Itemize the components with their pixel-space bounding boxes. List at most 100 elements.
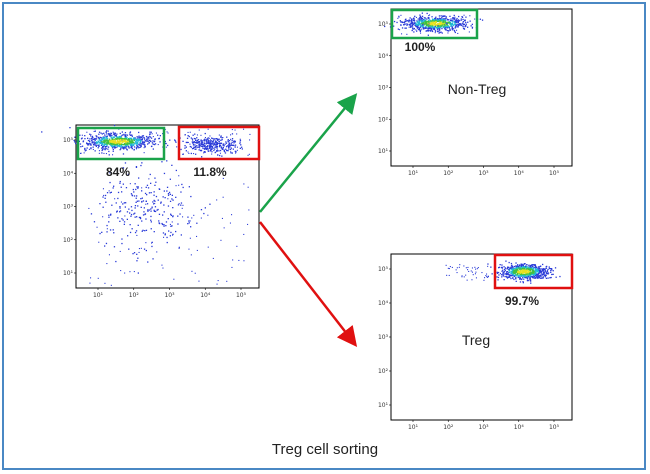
event-dot (239, 143, 241, 145)
event-dot (111, 147, 114, 149)
event-dot (459, 264, 461, 266)
event-dot (541, 268, 543, 270)
event-dot (417, 22, 420, 24)
event-dot (232, 148, 234, 150)
event-dot (455, 269, 457, 271)
event-dot (119, 149, 121, 151)
event-dot (397, 28, 399, 30)
event-dot (159, 135, 161, 137)
event-dot (507, 268, 509, 270)
event-dot (125, 138, 127, 140)
event-dot (534, 275, 536, 277)
event-dot (512, 273, 514, 276)
event-dot (450, 25, 452, 27)
event-dot (137, 187, 139, 189)
event-dot (91, 141, 93, 143)
event-dot (451, 20, 453, 22)
event-dot (119, 206, 121, 208)
event-dot (231, 144, 233, 146)
event-dot (130, 140, 132, 143)
event-dot (203, 139, 205, 141)
event-dot (530, 282, 532, 284)
event-dot (526, 271, 529, 274)
event-dot (141, 135, 143, 137)
event-dot (105, 137, 107, 139)
event-dot (149, 136, 152, 138)
event-dot (122, 153, 125, 155)
event-dot (126, 149, 128, 151)
event-dot (429, 14, 431, 16)
event-dot (108, 150, 110, 153)
event-dot (119, 211, 121, 213)
event-dot (116, 146, 118, 148)
event-dot (154, 184, 156, 186)
event-dot (505, 272, 508, 274)
event-dot (456, 267, 458, 269)
event-dot (547, 273, 549, 275)
event-dot (145, 218, 147, 220)
event-dot (184, 134, 186, 136)
event-dot (136, 143, 139, 145)
event-dot (248, 209, 250, 211)
event-dot (518, 267, 520, 269)
event-dot (213, 138, 215, 140)
event-dot (510, 277, 512, 280)
event-dot (140, 142, 142, 144)
event-dot (544, 269, 546, 271)
event-dot (544, 275, 546, 277)
event-dot (136, 260, 138, 262)
event-dot (547, 272, 550, 274)
event-dot (443, 26, 445, 29)
event-dot (117, 140, 119, 142)
event-dot (216, 199, 218, 201)
event-dot (170, 225, 172, 227)
event-dot (203, 143, 206, 145)
event-dot (123, 139, 125, 141)
event-dot (221, 137, 223, 139)
event-dot (134, 137, 136, 139)
event-dot (129, 212, 131, 214)
event-dot (208, 145, 210, 147)
event-dot (529, 276, 531, 279)
event-dot (532, 265, 534, 268)
event-dot (434, 29, 436, 31)
event-dot (531, 275, 533, 278)
event-dot (522, 271, 524, 273)
event-dot (400, 24, 402, 26)
event-dot (397, 17, 399, 19)
event-dot (101, 147, 104, 149)
event-dot (529, 277, 531, 280)
event-dot (96, 135, 98, 137)
event-dot (140, 136, 142, 138)
event-dot (434, 17, 437, 19)
event-dot (133, 271, 135, 273)
event-dot (221, 155, 223, 157)
event-dot (189, 131, 191, 133)
event-dot (146, 138, 148, 141)
event-dot (192, 139, 194, 141)
event-dot (112, 138, 114, 140)
event-dot (105, 148, 107, 150)
event-dot (146, 194, 148, 196)
event-dot (447, 22, 449, 24)
event-dot (110, 140, 112, 142)
event-dot (196, 235, 198, 237)
event-dot (234, 146, 236, 148)
event-dot (515, 280, 517, 282)
event-dot (231, 266, 233, 268)
event-dot (523, 275, 525, 277)
event-dot (147, 261, 149, 263)
event-dot (151, 242, 153, 244)
event-dot (460, 18, 462, 20)
event-dot (190, 152, 192, 155)
event-dot (537, 268, 539, 270)
event-dot (151, 245, 153, 248)
event-dot (125, 202, 127, 204)
event-dot (218, 134, 220, 136)
event-dot (203, 151, 205, 153)
event-dot (138, 216, 141, 219)
event-dot (89, 141, 91, 143)
event-dot (163, 236, 165, 238)
event-dot (471, 27, 473, 29)
event-dot (130, 134, 132, 136)
